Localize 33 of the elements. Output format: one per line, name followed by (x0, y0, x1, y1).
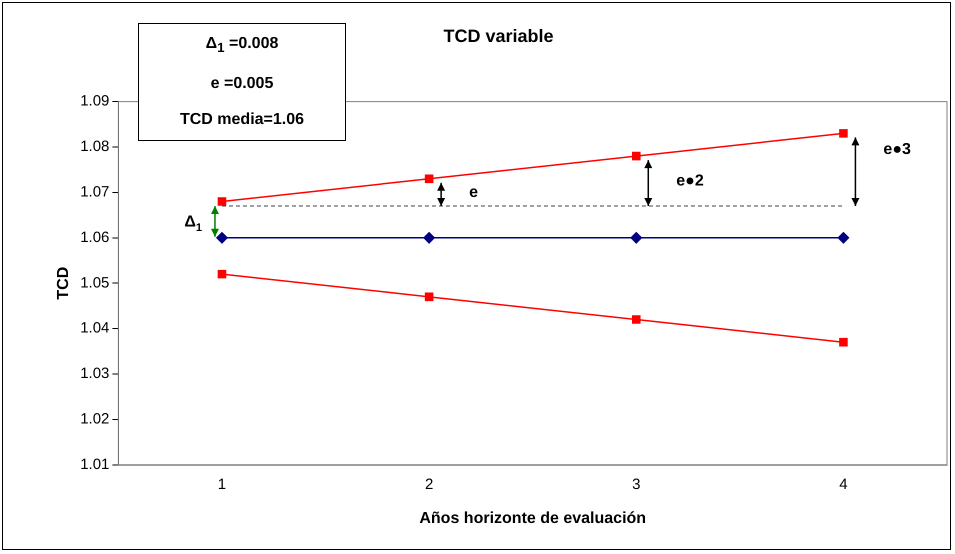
y-tick-label: 1.03 (80, 365, 110, 382)
point (839, 129, 848, 138)
point (218, 270, 226, 278)
annotation: e●2 (676, 172, 704, 190)
chart-title: TCD variable (443, 26, 554, 46)
point (424, 292, 434, 302)
y-tick-label: 1.08 (80, 138, 110, 156)
annotation: TCD media=1.06 (178, 110, 306, 130)
note-box: Δ$_{1}$ =0.008 e =0.005 TCD media=1.06 (138, 23, 346, 142)
y-tick-label: 1.05 (80, 274, 110, 292)
point (838, 232, 850, 244)
y-tick-label: 1.02 (80, 410, 110, 428)
point (218, 197, 226, 206)
x-tick-label: 1 (218, 476, 226, 493)
x-tick-label: 4 (839, 476, 848, 493)
point (424, 174, 434, 184)
point (423, 232, 435, 244)
y-tick-label: 1.07 (80, 184, 110, 201)
annotation: e (469, 184, 478, 201)
point (630, 232, 642, 244)
annotation: e●3 (883, 141, 911, 158)
point (632, 152, 641, 160)
x-tick-label: 2 (424, 476, 434, 493)
y-tick-label: 1.06 (80, 228, 110, 246)
point (839, 338, 848, 347)
point (632, 315, 641, 324)
x-tick-label: 3 (632, 476, 640, 493)
y-axis-title: TCD (55, 266, 72, 300)
y-tick-label: 1.04 (80, 320, 110, 337)
y-tick-label: 1.01 (80, 456, 110, 473)
point (216, 232, 228, 244)
y-tick-label: 1.09 (80, 92, 110, 110)
x-axis-title: Años horizonte de evaluación (419, 510, 646, 527)
